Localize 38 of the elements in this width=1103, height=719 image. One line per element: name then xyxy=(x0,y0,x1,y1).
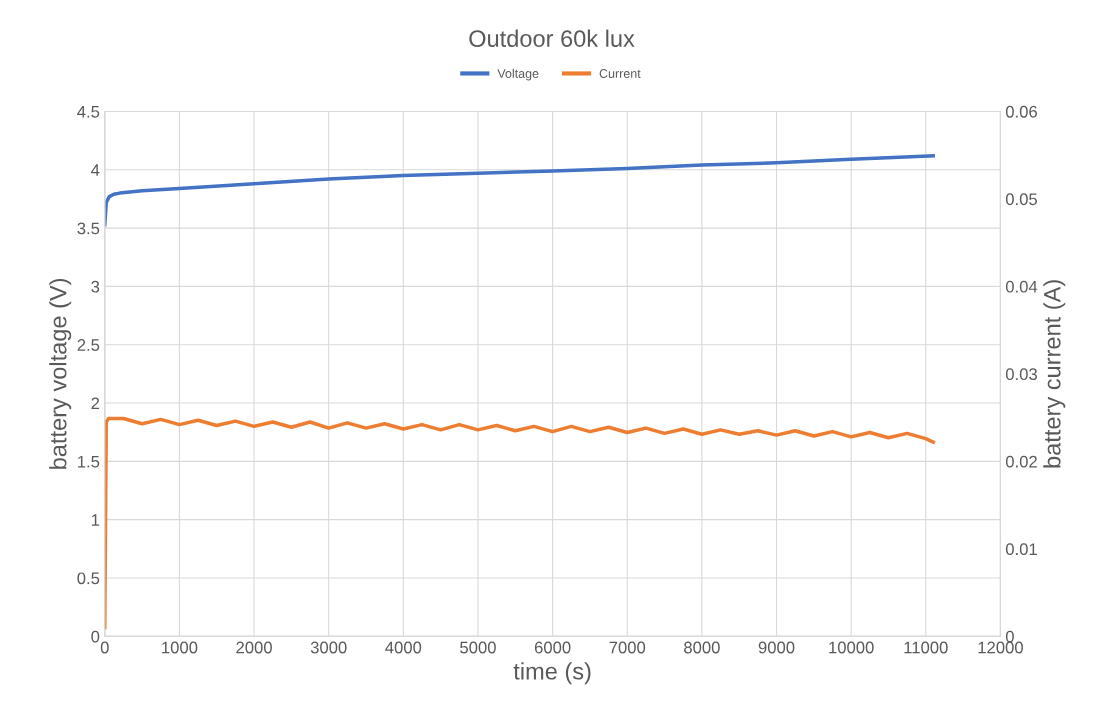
x-tick-label: 9000 xyxy=(758,641,795,654)
y2-tick-label: 0 xyxy=(1005,630,1014,643)
x-tick-label: 1000 xyxy=(162,641,198,654)
x-tick-label: 5000 xyxy=(460,641,496,654)
y-tick-label: 3.5 xyxy=(77,222,100,235)
x-tick-label: 12000 xyxy=(978,641,1023,654)
y-tick-label: 4.5 xyxy=(77,106,100,118)
x-tick-label: 0 xyxy=(100,641,109,654)
line-series xyxy=(104,416,935,630)
y-tick-label: 4 xyxy=(91,164,100,176)
y2-tick-label: 0.06 xyxy=(1005,105,1037,118)
x-tick-label: 10000 xyxy=(829,641,874,654)
x-tick-label: 11000 xyxy=(904,641,948,654)
y-tick-label: 0 xyxy=(91,630,100,643)
x-tick-label: 2000 xyxy=(236,641,272,654)
y-tick-label: 2 xyxy=(91,397,100,410)
y2-tick-label: 0.05 xyxy=(1005,193,1038,206)
x-tick-label: 4000 xyxy=(385,641,422,654)
y-tick-label: 1 xyxy=(91,514,100,526)
x-tick-label: 3000 xyxy=(310,641,347,654)
y2-tick-label: 0.03 xyxy=(1005,368,1037,381)
y2-axis-title: battery current (A) xyxy=(1043,280,1066,468)
x-tick-label: 7000 xyxy=(609,641,646,654)
y-tick-label: 3 xyxy=(91,280,100,293)
y2-tick-label: 0.04 xyxy=(1005,280,1038,293)
y-tick-label: 2.5 xyxy=(77,339,100,351)
chart-title: Outdoor 60k lux xyxy=(469,29,635,47)
y-tick-label: 1.5 xyxy=(78,455,100,468)
y2-tick-label: 0.02 xyxy=(1005,455,1037,468)
y-tick-label: 0.5 xyxy=(77,572,100,585)
legend-label: Voltage xyxy=(497,68,539,81)
y-axis-title: battery voltage (V) xyxy=(49,278,72,469)
x-tick-label: 6000 xyxy=(534,641,571,654)
y2-tick-label: 0.01 xyxy=(1005,543,1037,556)
line-series xyxy=(104,154,935,227)
x-tick-label: 8000 xyxy=(684,641,720,654)
legend-label: Current xyxy=(599,69,641,78)
x-axis-title: time (s) xyxy=(513,662,591,685)
